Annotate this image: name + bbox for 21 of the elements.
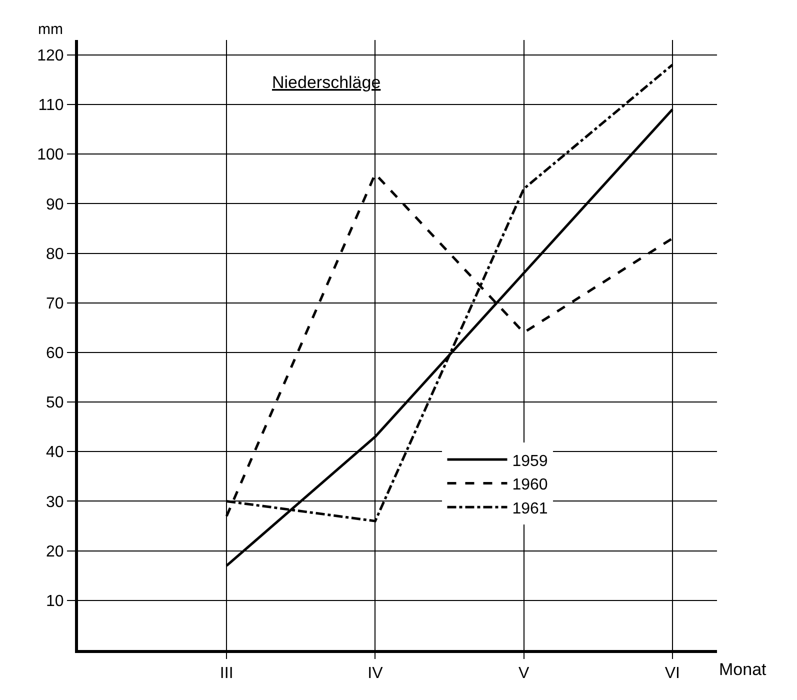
y-tick-label: 100 (37, 146, 64, 164)
x-tick-label: III (220, 665, 234, 682)
x-tick-label: IV (368, 665, 384, 682)
legend-label: 1959 (512, 452, 548, 470)
y-tick-label: 90 (46, 196, 64, 214)
x-tick-label: V (518, 665, 530, 682)
y-axis-title: mm (38, 21, 63, 38)
y-tick-label: 10 (46, 593, 64, 610)
y-tick-label: 120 (37, 47, 64, 64)
y-tick-label: 110 (38, 97, 64, 114)
y-tick-label: 30 (46, 494, 64, 511)
y-tick-label: 40 (46, 444, 64, 462)
y-tick-label: 20 (46, 543, 64, 560)
legend-label: 1960 (512, 476, 548, 494)
y-tick-label: 80 (46, 246, 64, 263)
x-tick-label: VI (664, 665, 680, 682)
y-tick-label: 70 (46, 295, 64, 312)
x-axis-title: Monat (719, 660, 767, 679)
y-tick-label: 50 (46, 394, 64, 412)
legend-label: 1961 (512, 500, 548, 518)
y-tick-label: 60 (46, 345, 64, 362)
